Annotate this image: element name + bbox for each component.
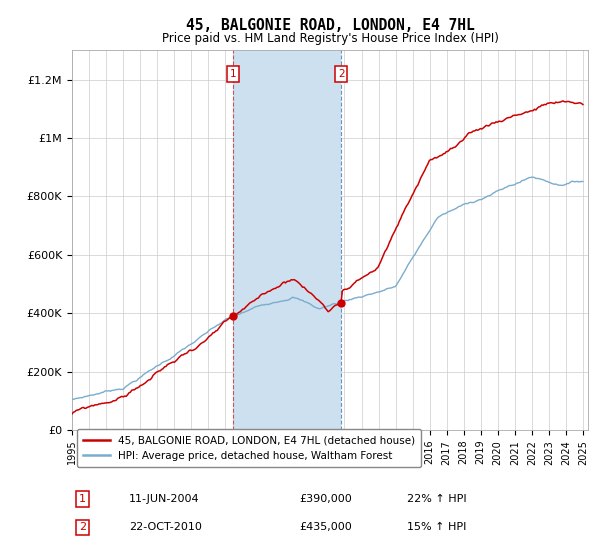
Text: Price paid vs. HM Land Registry's House Price Index (HPI): Price paid vs. HM Land Registry's House … — [161, 31, 499, 45]
Text: 45, BALGONIE ROAD, LONDON, E4 7HL: 45, BALGONIE ROAD, LONDON, E4 7HL — [185, 18, 475, 32]
Text: 2: 2 — [79, 522, 86, 533]
Text: 22% ↑ HPI: 22% ↑ HPI — [407, 494, 467, 504]
Text: £435,000: £435,000 — [299, 522, 352, 533]
Text: 11-JUN-2004: 11-JUN-2004 — [129, 494, 199, 504]
Text: 2: 2 — [338, 69, 344, 79]
Text: £390,000: £390,000 — [299, 494, 352, 504]
Text: 1: 1 — [229, 69, 236, 79]
Legend: 45, BALGONIE ROAD, LONDON, E4 7HL (detached house), HPI: Average price, detached: 45, BALGONIE ROAD, LONDON, E4 7HL (detac… — [77, 430, 421, 467]
Text: 22-OCT-2010: 22-OCT-2010 — [129, 522, 202, 533]
Text: 15% ↑ HPI: 15% ↑ HPI — [407, 522, 467, 533]
Bar — [233, 50, 341, 430]
Text: 1: 1 — [79, 494, 86, 504]
